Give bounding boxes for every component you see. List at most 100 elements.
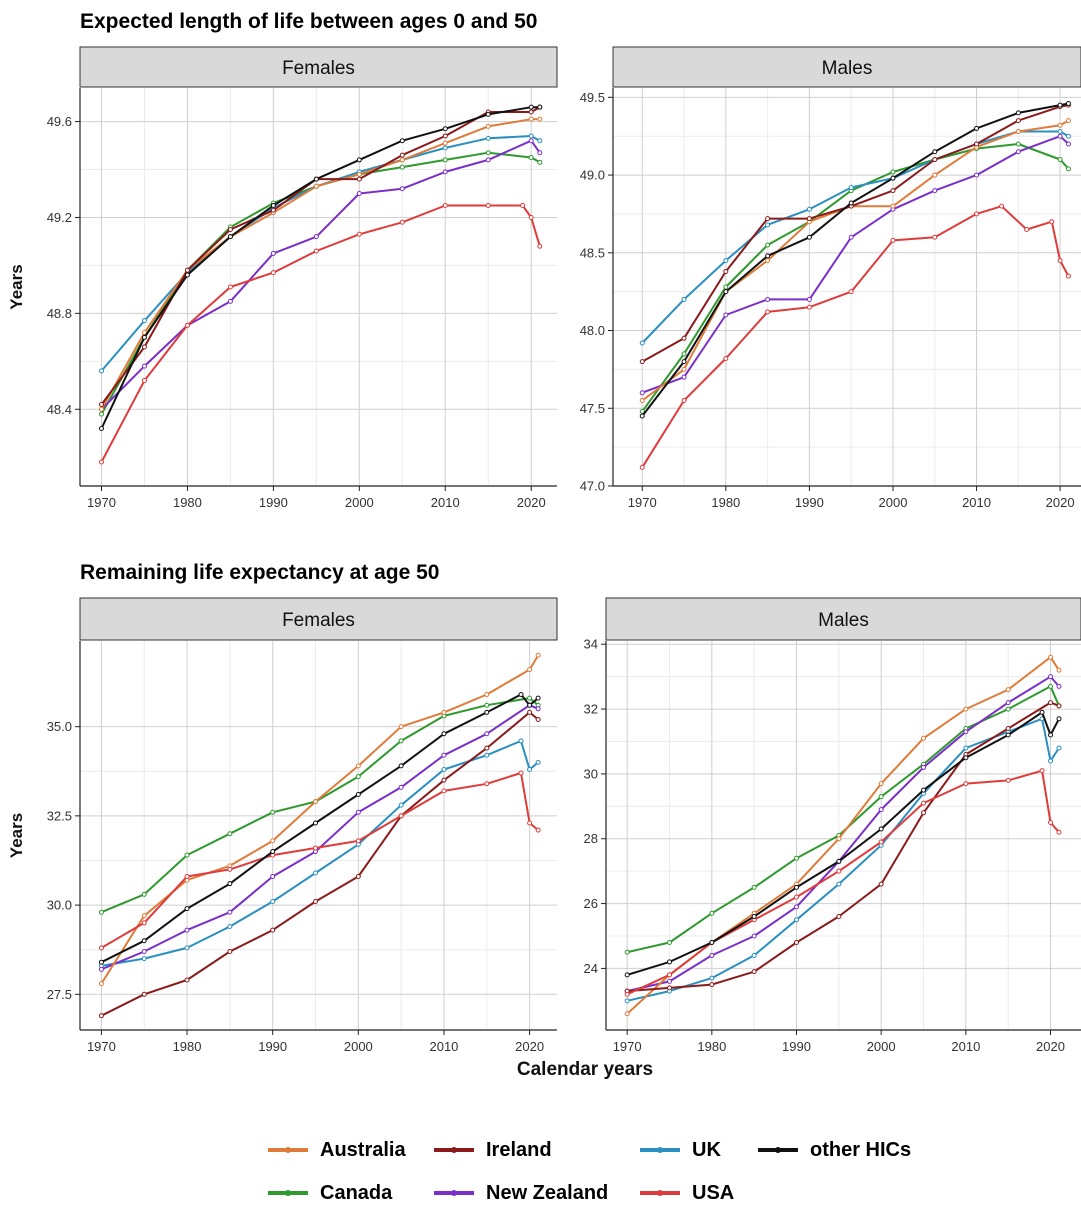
panel-1-point-other-hics [270, 202, 276, 208]
panel-4-point-ireland [878, 881, 884, 887]
panel-3-point-ireland [227, 948, 233, 954]
panel-2-point-usa [848, 289, 854, 295]
panel-1-point-canada [442, 157, 448, 163]
legend-item-usa: USA [640, 1178, 734, 1208]
panel-2-point-usa [932, 234, 938, 240]
panel-3-point-usa [518, 770, 524, 776]
panel-4-point-new-zealand [921, 764, 927, 770]
panel-3-point-uk [484, 752, 490, 758]
legend-swatch-canada [268, 1190, 308, 1196]
panel-3-point-usa [535, 827, 541, 833]
panel-2-point-new-zealand [1057, 133, 1063, 139]
panel-1-y-tick-label: 49.2 [47, 210, 72, 225]
panel-3-point-ireland [98, 1013, 104, 1019]
panel-4-point-other-hics [836, 858, 842, 864]
panel-3-y-tick-label: 35.0 [47, 719, 72, 734]
legend-label-australia: Australia [320, 1138, 406, 1161]
panel-4-y-tick-label: 30 [584, 766, 598, 781]
panel-1-point-usa [270, 270, 276, 276]
panel-2-point-australia [932, 172, 938, 178]
legend-label-ireland: Ireland [486, 1138, 552, 1161]
panel-2-line-canada [641, 143, 1070, 412]
panel-1-point-other-hics [442, 126, 448, 132]
panel-4-point-usa [1048, 820, 1054, 826]
panel-2-point-usa [1065, 273, 1071, 279]
panel-2-point-usa [890, 237, 896, 243]
panel-1-point-new-zealand [537, 150, 543, 156]
panel-4-point-other-hics [624, 972, 630, 978]
panel-4-point-new-zealand [1005, 700, 1011, 706]
panel-3-point-usa [398, 813, 404, 819]
legend-label-canada: Canada [320, 1181, 393, 1204]
panel-3-point-uk [441, 766, 447, 772]
panel-3-point-new-zealand [270, 874, 276, 880]
panel-2-point-uk [1065, 133, 1071, 139]
panel-2-plot-area [613, 88, 1081, 486]
panel-2-point-other-hics [681, 359, 687, 365]
panel-2-point-other-hics [848, 200, 854, 206]
panel-4-line-ireland [627, 701, 1060, 993]
panel-4-point-ireland [836, 914, 842, 920]
panel-1-point-usa [227, 284, 233, 290]
panel-3-point-new-zealand [98, 966, 104, 972]
panel-3-point-other-hics [227, 881, 233, 887]
panel-1-point-new-zealand [313, 234, 319, 240]
panel-4-point-usa [667, 972, 673, 978]
panel-4-y-tick-label: 24 [584, 961, 598, 976]
panel-4-point-new-zealand [1048, 674, 1054, 680]
panel-3-y-tick-label: 30.0 [47, 898, 72, 913]
panel-3-strip-label: Females [282, 610, 355, 631]
panel-2-strip [612, 46, 1081, 88]
panel-4-point-other-hics [751, 914, 757, 920]
panel-1-x-tick-label: 1980 [173, 495, 202, 510]
panel-2-point-usa [723, 356, 729, 362]
panel-2-point-other-hics [932, 149, 938, 155]
panel-1-point-new-zealand [442, 169, 448, 175]
panel-3-x-tick-label: 1980 [173, 1039, 202, 1054]
panel-1-point-australia [313, 183, 319, 189]
panel-4-point-new-zealand [709, 952, 715, 958]
panel-2-point-other-hics [1065, 101, 1071, 107]
panel-2-point-other-hics [1015, 110, 1021, 116]
panel-4-x-tick-label: 1990 [782, 1039, 811, 1054]
panel-4-x-tick-label: 2000 [867, 1039, 896, 1054]
panel-2-point-ireland [890, 188, 896, 194]
panel-3-point-australia [484, 692, 490, 698]
panel-4-point-usa [1005, 777, 1011, 783]
panel-1: Females 1970 1980 1990 2000 2010 2020 48.4 48.8 4… [7, 46, 558, 510]
panel-1-y-tick-label: 48.8 [47, 306, 72, 321]
panel-1-point-usa [485, 202, 491, 208]
panel-4-point-new-zealand [751, 933, 757, 939]
panel-3-series-uk [98, 738, 541, 969]
panel-4-point-ireland [921, 810, 927, 816]
panel-3-point-new-zealand [184, 927, 190, 933]
panel-4-point-other-hics [709, 939, 715, 945]
panel-4-point-other-hics [667, 959, 673, 965]
panel-2-point-new-zealand [932, 188, 938, 194]
panel-2-x-tick-label: 1990 [795, 495, 824, 510]
panel-1-point-usa [141, 378, 147, 384]
panel-3-point-uk [227, 924, 233, 930]
panel-4-point-australia [836, 836, 842, 842]
panel-3-point-new-zealand [484, 731, 490, 737]
panel-1-point-canada [537, 159, 543, 165]
panel-2: Males 1970 1980 1990 2000 2010 2020 47.0 47.5 48.… [580, 46, 1081, 510]
panel-2-point-uk [848, 185, 854, 190]
panel-2-point-usa [1024, 226, 1030, 232]
panel-4-point-uk [1056, 745, 1062, 751]
legend-item-other-hics: other HICs [758, 1135, 911, 1165]
panel-2-line-uk [641, 130, 1069, 344]
legend-item-uk: UK [640, 1135, 721, 1165]
panel-3-point-usa [441, 788, 447, 794]
panel-2-y-tick-label: 48.0 [580, 323, 605, 338]
panel-1-series-other-hics [98, 104, 543, 431]
panel-3-x-tick-label: 1990 [258, 1039, 287, 1054]
panel-4-point-other-hics [1005, 732, 1011, 738]
panel-3-line-australia [100, 654, 540, 985]
legend-label-usa: USA [692, 1181, 735, 1204]
panel-1-point-usa [399, 219, 405, 225]
panel-2-line-usa [641, 205, 1070, 468]
panel-2-point-new-zealand [1015, 149, 1021, 155]
panel-3-point-canada [355, 774, 361, 780]
panel-1-point-australia [399, 157, 405, 163]
